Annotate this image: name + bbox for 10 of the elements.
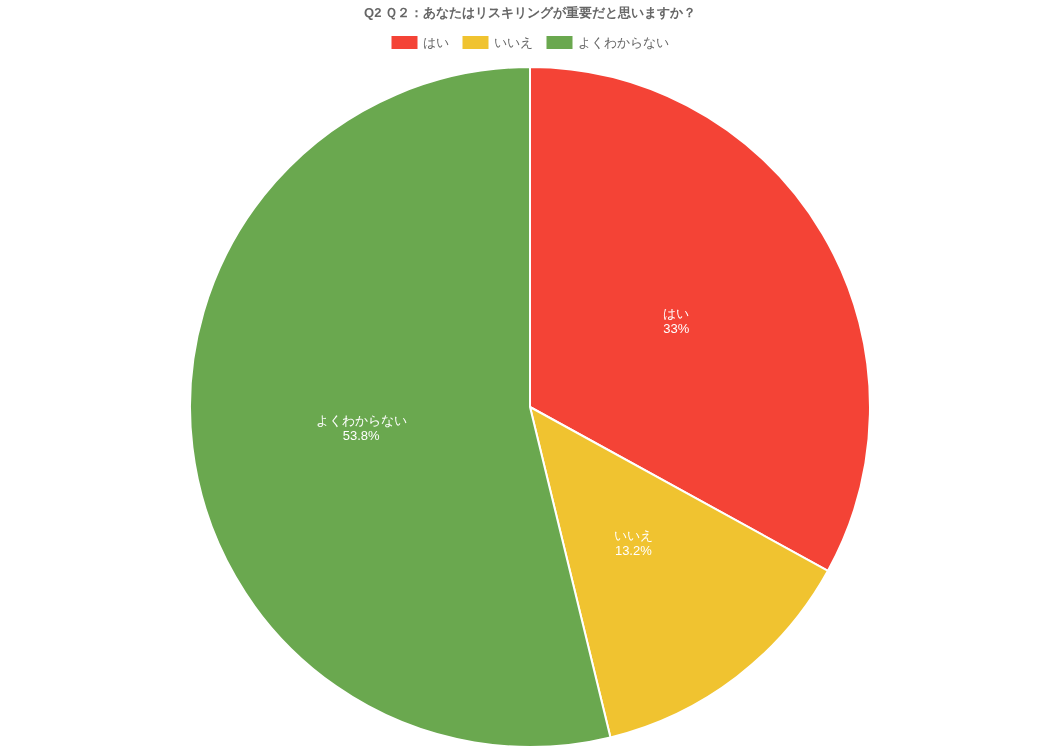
data-label: 53.8% [342,428,381,444]
slice-label: はい [663,306,690,322]
chart-title: Q2 Ｑ２：あなたはリスキリングが重要だと思いますか？ [364,5,696,20]
slice-label: いいえ [613,527,653,543]
legend-label: いいえ [493,35,533,50]
data-label: 33% [663,321,690,337]
slice-label: よくわからない [315,413,407,429]
data-label: 13.2% [614,542,653,558]
legend-label: はい [422,35,449,50]
legend-label: よくわからない [577,35,669,50]
